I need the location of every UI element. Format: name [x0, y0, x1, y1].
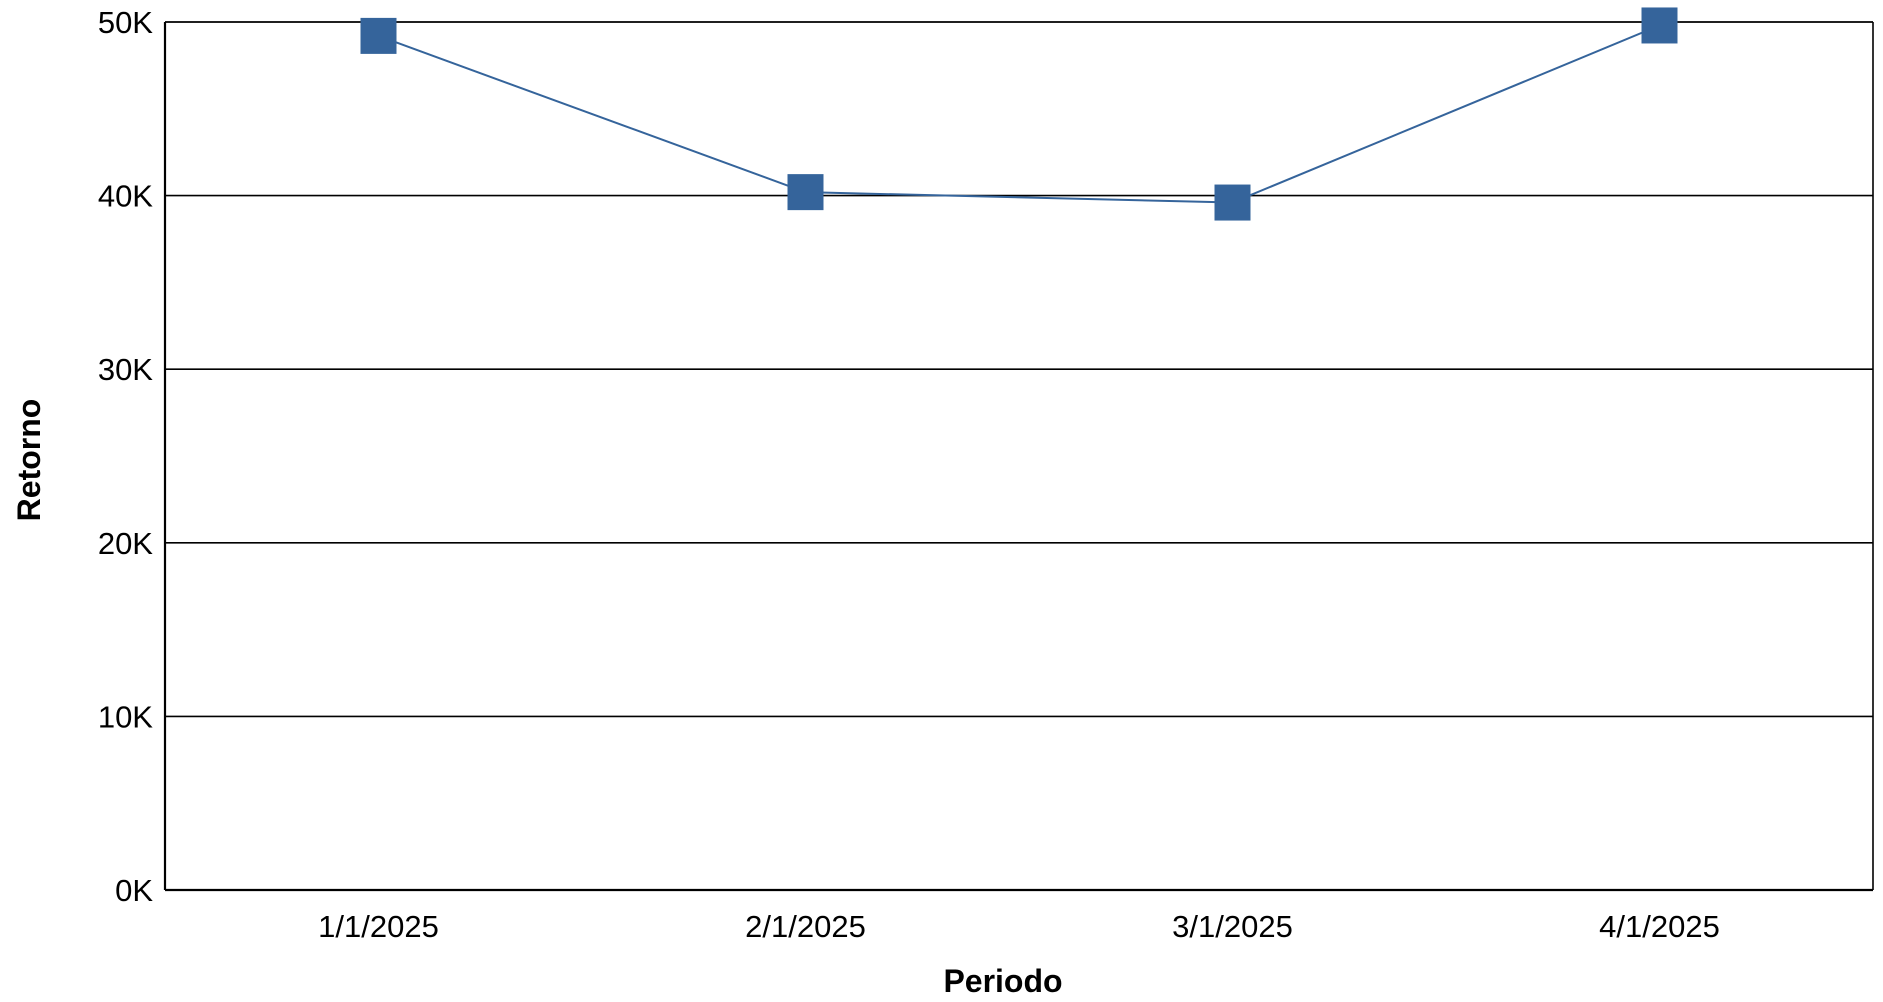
series-line-1 [378, 24, 1660, 204]
data-point-1/1/2025 [360, 17, 397, 54]
y-axis-ticks: 0K 10K 20K 30K 40K 50K [98, 5, 153, 908]
y-tick-label-0K: 0K [115, 873, 153, 908]
y-axis-title: Retorno [11, 399, 47, 522]
data-point-3/1/2025 [1214, 184, 1251, 221]
x-axis-title: Periodo [943, 963, 1062, 999]
x-tick-label-3: 3/1/2025 [1172, 909, 1293, 944]
gridlines [165, 21, 1873, 718]
y-tick-label-20K: 20K [98, 526, 153, 561]
x-tick-label-2: 2/1/2025 [745, 909, 866, 944]
y-tick-label-50K: 50K [98, 5, 153, 40]
axes [163, 21, 1874, 892]
series-layer [360, 7, 1678, 221]
x-axis-ticks: 1/1/2025 2/1/2025 3/1/2025 4/1/2025 [318, 909, 1720, 944]
data-point-4/1/2025 [1641, 7, 1678, 44]
data-point-2/1/2025 [787, 174, 824, 211]
x-tick-label-4: 4/1/2025 [1599, 909, 1720, 944]
x-tick-label-1: 1/1/2025 [318, 909, 439, 944]
y-tick-label-30K: 30K [98, 352, 153, 387]
y-tick-label-10K: 10K [98, 699, 153, 734]
y-tick-label-40K: 40K [98, 179, 153, 214]
